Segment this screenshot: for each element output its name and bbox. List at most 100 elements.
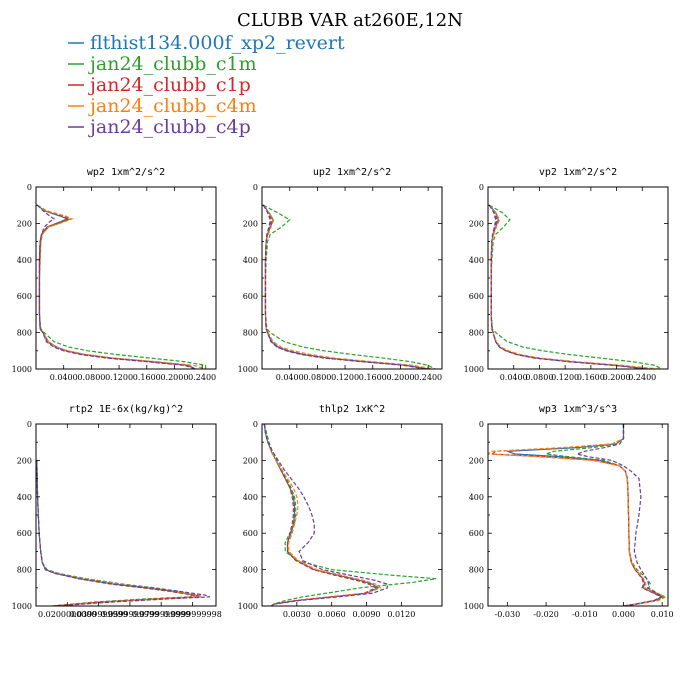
legend-entry: jan24_clubb_c1p — [68, 74, 251, 96]
x-tick-label: 0.0800 — [303, 373, 331, 382]
series-group — [36, 204, 207, 369]
y-tick-label: 200 — [243, 456, 258, 465]
panel: up2 1xm^2/s^2 0 200 400 600 800 1000 0.0400 0.08… — [238, 167, 443, 382]
y-tick-label: 800 — [17, 329, 32, 338]
x-tick-label: 0.2000 — [603, 373, 631, 382]
legend-entry: jan24_clubb_c4p — [68, 116, 251, 138]
y-tick-label: 200 — [469, 219, 484, 228]
y-tick-label: 800 — [243, 329, 258, 338]
legend-label: flthist134.000f_xp2_revert — [90, 32, 345, 54]
series-line — [36, 460, 210, 606]
x-tick-label: 0.0060 — [318, 610, 346, 619]
panel: wp3 1xm^3/s^3 0 200 400 600 800 1000 -0.030 -0.0… — [464, 404, 674, 619]
series-group — [262, 204, 436, 369]
series-line — [37, 204, 206, 369]
series-line — [263, 204, 436, 369]
y-tick-label: 400 — [243, 256, 258, 265]
legend-entry: jan24_clubb_c1m — [68, 53, 257, 75]
y-tick-label: 600 — [17, 529, 32, 538]
plot-frame — [261, 186, 443, 370]
legend: flthist134.000f_xp2_revertjan24_clubb_c1… — [68, 32, 345, 138]
x-tick-label: -0.020 — [533, 610, 559, 619]
panel-title: thlp2 1xK^2 — [319, 404, 385, 415]
series-line — [262, 204, 429, 369]
x-tick-label: 0.1200 — [551, 373, 579, 382]
plot-frame — [35, 423, 217, 607]
series-line — [574, 424, 664, 606]
y-tick-label: 800 — [243, 566, 258, 575]
series-line — [488, 204, 647, 369]
series-line — [37, 204, 207, 369]
series-line — [37, 204, 196, 369]
y-tick-label: 1000 — [12, 602, 32, 611]
x-tick-label: 0.2000 — [386, 373, 414, 382]
x-tick-label: 0.2400 — [414, 373, 442, 382]
y-tick-label: 600 — [243, 292, 258, 301]
series-line — [263, 424, 382, 606]
series-line — [488, 204, 649, 369]
x-tick-label: 0.0400 — [276, 373, 304, 382]
y-tick-label: 600 — [469, 529, 484, 538]
series-line — [263, 424, 437, 606]
series-line — [263, 424, 389, 606]
x-tick-label: 0.0120 — [387, 610, 415, 619]
legend-label: jan24_clubb_c4m — [88, 95, 257, 117]
x-tick-label: 0.0030 — [283, 610, 311, 619]
series-line — [262, 204, 426, 369]
y-tick-label: 600 — [469, 292, 484, 301]
x-tick-label: 0.000 — [612, 610, 635, 619]
series-line — [488, 204, 648, 369]
series-line — [36, 204, 196, 369]
figure-title: CLUBB VAR at260E,12N — [237, 10, 463, 31]
x-tick-label: -0.010 — [572, 610, 598, 619]
series-line — [262, 204, 427, 369]
legend-label: jan24_clubb_c4p — [88, 116, 251, 138]
x-tick-label: 0.1600 — [133, 373, 161, 382]
y-tick-label: 1000 — [238, 365, 258, 374]
y-tick-label: 0 — [253, 183, 258, 192]
legend-entry: flthist134.000f_xp2_revert — [68, 32, 345, 54]
panel: rtp2 1E-6x(kg/kg)^2 0 200 400 600 800 1000 0.02… — [12, 404, 222, 619]
panel-title: rtp2 1E-6x(kg/kg)^2 — [69, 404, 183, 415]
series-group — [488, 204, 662, 369]
series-group — [36, 460, 210, 606]
x-tick-label: 0.0399999999 — [69, 610, 128, 619]
x-tick-label: 0.1600 — [359, 373, 387, 382]
y-tick-label: 400 — [17, 493, 32, 502]
y-tick-label: 0 — [27, 183, 32, 192]
x-tick-label: 0.0999999998 — [163, 610, 222, 619]
plot-frame — [487, 186, 669, 370]
y-tick-label: 600 — [243, 529, 258, 538]
y-tick-label: 800 — [469, 566, 484, 575]
x-tick-label: 0.0200000000 — [38, 610, 97, 619]
y-tick-label: 1000 — [12, 365, 32, 374]
y-tick-label: 200 — [17, 456, 32, 465]
y-tick-label: 1000 — [464, 602, 484, 611]
panel-title: up2 1xm^2/s^2 — [313, 167, 391, 178]
x-tick-label: 0.0800 — [77, 373, 105, 382]
x-tick-label: 0.1600 — [577, 373, 605, 382]
legend-entry: jan24_clubb_c4m — [68, 95, 257, 117]
x-tick-label: 0.0400 — [50, 373, 78, 382]
panel: wp2 1xm^2/s^2 0 200 400 600 800 1000 0.0400 0.08… — [12, 167, 217, 382]
x-tick-label: 0.0799999999 — [132, 610, 191, 619]
y-tick-label: 0 — [479, 420, 484, 429]
x-tick-label: 0.2400 — [628, 373, 656, 382]
x-tick-label: 0.0599999999 — [101, 610, 160, 619]
panel-title: wp2 1xm^2/s^2 — [87, 167, 165, 178]
x-tick-label: 0.2000 — [160, 373, 188, 382]
x-tick-label: 0.0400 — [500, 373, 528, 382]
y-tick-label: 400 — [243, 493, 258, 502]
x-tick-label: 0.1200 — [105, 373, 133, 382]
series-line — [263, 424, 380, 606]
series-line — [36, 460, 201, 606]
series-line — [263, 424, 378, 606]
series-line — [488, 204, 662, 369]
y-tick-label: 200 — [243, 219, 258, 228]
y-tick-label: 200 — [17, 219, 32, 228]
y-tick-label: 1000 — [238, 602, 258, 611]
panel-title: wp3 1xm^3/s^3 — [539, 404, 617, 415]
panel: vp2 1xm^2/s^2 0 200 400 600 800 1000 0.04000.08… — [464, 167, 669, 382]
